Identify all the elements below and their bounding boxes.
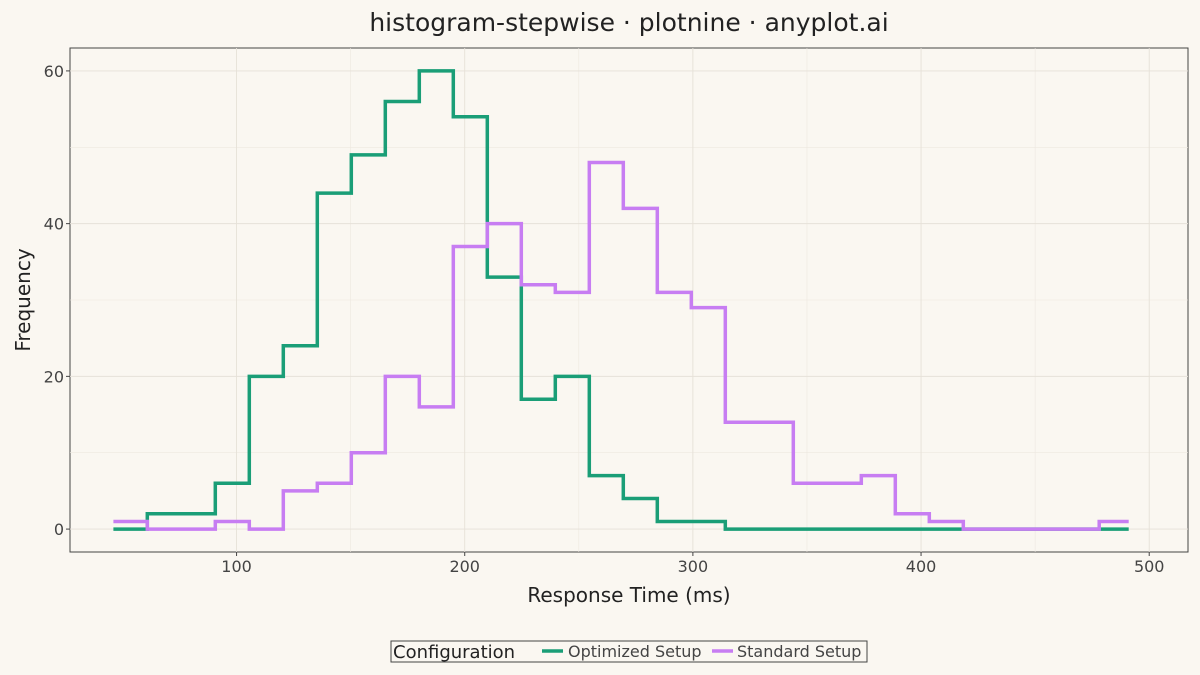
series-line-optimized	[113, 69, 1129, 531]
legend-box	[390, 640, 868, 663]
y-axis: 0 20 40 60	[44, 62, 70, 539]
x-axis: 100 200 300 400 500	[221, 552, 1164, 576]
chart-title: histogram-stepwise · plotnine · anyplot.…	[369, 8, 888, 37]
series-line-standard	[113, 160, 1129, 531]
x-tick-label: 300	[678, 557, 709, 576]
x-tick-label: 200	[449, 557, 480, 576]
step-series	[113, 69, 1129, 531]
y-tick-label: 0	[54, 520, 64, 539]
x-tick-label: 400	[906, 557, 937, 576]
legend-label-optimized: Optimized Setup	[568, 642, 702, 661]
legend: Configuration Optimized Setup Standard S…	[390, 640, 868, 663]
y-tick-label: 40	[44, 215, 64, 234]
legend-title: Configuration	[393, 642, 515, 663]
y-tick-label: 60	[44, 62, 64, 81]
x-tick-label: 500	[1134, 557, 1165, 576]
y-axis-label: Frequency	[11, 248, 35, 351]
legend-label-standard: Standard Setup	[737, 642, 861, 661]
x-axis-label: Response Time (ms)	[527, 583, 730, 607]
y-tick-label: 20	[44, 367, 64, 386]
x-tick-label: 100	[221, 557, 252, 576]
